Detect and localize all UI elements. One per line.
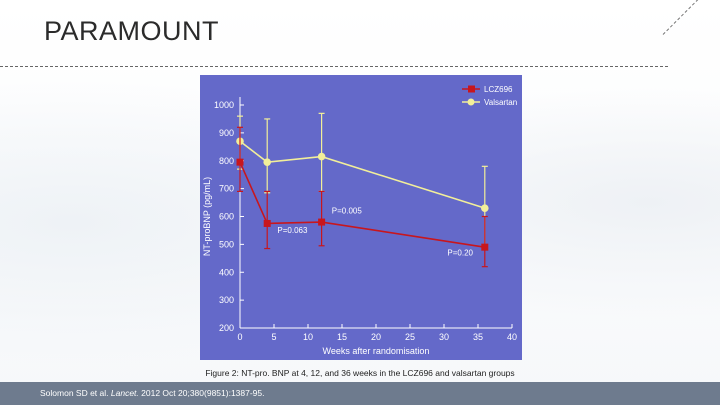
x-tick-label: 30 xyxy=(439,332,449,342)
footer-bar xyxy=(0,382,720,405)
line-chart: 200 300 400 500 600 700 800 900 1000 0 5 10 15 20 25 30… xyxy=(202,85,517,356)
y-tick-label: 300 xyxy=(219,295,234,305)
y-tick-label: 400 xyxy=(219,267,234,277)
legend-marker xyxy=(468,85,475,93)
x-tick-label: 10 xyxy=(303,332,313,342)
figure-caption: Figure 2: NT-pro. BNP at 4, 12, and 36 w… xyxy=(205,368,515,378)
y-tick-label: 900 xyxy=(219,128,234,138)
y-tick-label: 700 xyxy=(219,184,234,194)
y-tick-label: 600 xyxy=(219,212,234,222)
reference-details: 2012 Oct 20;380(9851):1387-95. xyxy=(141,388,265,398)
reference-citation: Solomon SD et al. Lancet. 2012 Oct 20;38… xyxy=(40,388,265,398)
data-point-lcz696 xyxy=(236,158,244,166)
data-point-lcz696 xyxy=(263,219,271,227)
x-tick-label: 20 xyxy=(371,332,381,342)
x-tick-label: 15 xyxy=(337,332,347,342)
data-point-lcz696 xyxy=(318,218,326,226)
p-value-annotation: P=0.063 xyxy=(277,226,308,235)
x-tick-label: 5 xyxy=(271,332,276,342)
chart-panel: 200 300 400 500 600 700 800 900 1000 0 5 10 15 20 25 30… xyxy=(200,75,522,360)
p-value-annotation: P=0.005 xyxy=(332,207,363,216)
legend-marker xyxy=(467,98,475,106)
data-point-valsartan xyxy=(481,204,489,212)
x-tick-label: 25 xyxy=(405,332,415,342)
data-point-lcz696 xyxy=(481,243,489,251)
y-tick-label: 1000 xyxy=(214,100,234,110)
data-point-valsartan xyxy=(317,152,326,161)
x-tick-label: 0 xyxy=(237,332,242,342)
reference-authors: Solomon SD et al. xyxy=(40,388,109,398)
legend-label: LCZ696 xyxy=(484,85,513,94)
slide-title: PARAMOUNT xyxy=(44,16,220,46)
series-line-lcz696 xyxy=(239,161,485,248)
x-axis-title: Weeks after randomisation xyxy=(323,346,430,356)
legend-label: Valsartan xyxy=(484,98,517,107)
y-tick-label: 200 xyxy=(219,323,234,333)
series-line-valsartan xyxy=(239,140,486,209)
reference-journal: Lancet. xyxy=(110,388,139,398)
x-tick-label: 35 xyxy=(473,332,483,342)
x-tick-label: 40 xyxy=(507,332,517,342)
p-value-annotation: P=0.20 xyxy=(447,249,473,258)
data-point-valsartan xyxy=(263,158,271,166)
title-divider xyxy=(0,66,668,67)
y-axis-title: NT-proBNP (pg/mL) xyxy=(202,177,212,256)
y-tick-label: 800 xyxy=(219,156,234,166)
y-tick-label: 500 xyxy=(219,239,234,249)
